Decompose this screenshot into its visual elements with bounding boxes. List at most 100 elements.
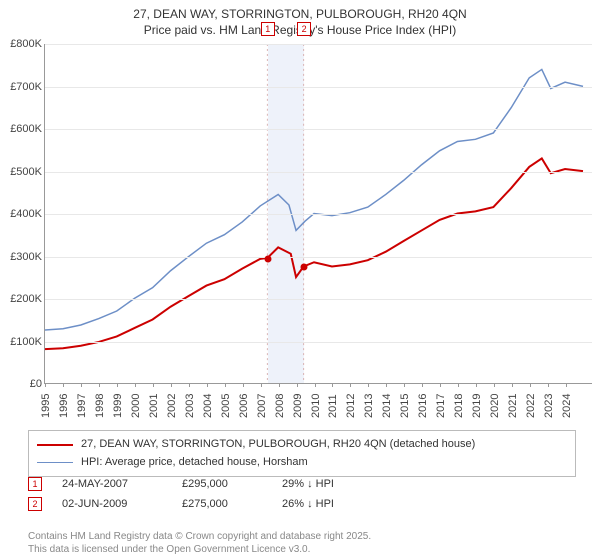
x-axis-label: 1996 bbox=[58, 394, 70, 418]
legend-item: HPI: Average price, detached house, Hors… bbox=[37, 454, 567, 472]
x-axis-label: 2010 bbox=[310, 394, 322, 418]
x-axis-label: 2008 bbox=[274, 394, 286, 418]
x-axis-label: 2019 bbox=[471, 394, 483, 418]
chart-plot-area: 12 bbox=[44, 44, 592, 384]
legend-label: HPI: Average price, detached house, Hors… bbox=[81, 454, 308, 472]
x-axis-label: 2003 bbox=[184, 394, 196, 418]
x-axis-tick bbox=[440, 383, 441, 387]
transaction-marker: 1 bbox=[28, 477, 42, 491]
gridline bbox=[45, 342, 592, 343]
x-axis-label: 2004 bbox=[202, 394, 214, 418]
x-axis-label: 2002 bbox=[166, 394, 178, 418]
x-axis-label: 2000 bbox=[130, 394, 142, 418]
gridline bbox=[45, 172, 592, 173]
y-axis-label: £700K bbox=[4, 81, 42, 93]
legend-swatch bbox=[37, 444, 73, 446]
gridline bbox=[45, 299, 592, 300]
transaction-date: 02-JUN-2009 bbox=[62, 498, 162, 510]
x-axis-label: 2014 bbox=[381, 394, 393, 418]
transaction-price: £295,000 bbox=[182, 478, 262, 490]
y-axis-label: £200K bbox=[4, 293, 42, 305]
chart-marker: 1 bbox=[261, 22, 275, 36]
transaction-price: £275,000 bbox=[182, 498, 262, 510]
legend-swatch bbox=[37, 462, 73, 463]
x-axis-label: 2001 bbox=[148, 394, 160, 418]
y-axis-label: £100K bbox=[4, 336, 42, 348]
legend-item: 27, DEAN WAY, STORRINGTON, PULBOROUGH, R… bbox=[37, 436, 567, 454]
x-axis-label: 2021 bbox=[507, 394, 519, 418]
gridline bbox=[45, 87, 592, 88]
y-axis-label: £500K bbox=[4, 166, 42, 178]
x-axis-tick bbox=[566, 383, 567, 387]
x-axis-label: 2013 bbox=[363, 394, 375, 418]
x-axis-tick bbox=[386, 383, 387, 387]
x-axis-label: 2022 bbox=[525, 394, 537, 418]
x-axis-tick bbox=[261, 383, 262, 387]
footer-line-1: Contains HM Land Registry data © Crown c… bbox=[28, 530, 371, 543]
x-axis-tick bbox=[404, 383, 405, 387]
y-axis-label: £300K bbox=[4, 251, 42, 263]
x-axis-tick bbox=[225, 383, 226, 387]
x-axis-tick bbox=[512, 383, 513, 387]
x-axis-tick bbox=[189, 383, 190, 387]
x-axis-tick bbox=[297, 383, 298, 387]
y-axis-label: £400K bbox=[4, 208, 42, 220]
x-axis-tick bbox=[135, 383, 136, 387]
x-axis-tick bbox=[548, 383, 549, 387]
y-axis-label: £0 bbox=[4, 378, 42, 390]
x-axis-label: 2017 bbox=[435, 394, 447, 418]
transaction-diff: 26% ↓ HPI bbox=[282, 498, 382, 510]
x-axis-label: 2015 bbox=[399, 394, 411, 418]
chart-marker: 2 bbox=[297, 22, 311, 36]
x-axis-label: 1999 bbox=[112, 394, 124, 418]
x-axis-tick bbox=[81, 383, 82, 387]
x-axis-tick bbox=[530, 383, 531, 387]
chart-footer: Contains HM Land Registry data © Crown c… bbox=[28, 530, 371, 556]
y-axis-label: £800K bbox=[4, 38, 42, 50]
gridline bbox=[45, 214, 592, 215]
transaction-date: 24-MAY-2007 bbox=[62, 478, 162, 490]
x-axis-label: 2011 bbox=[327, 394, 339, 418]
footer-line-2: This data is licensed under the Open Gov… bbox=[28, 543, 371, 556]
x-axis-label: 1997 bbox=[76, 394, 88, 418]
sale-point bbox=[264, 255, 271, 262]
x-axis-tick bbox=[458, 383, 459, 387]
x-axis-tick bbox=[422, 383, 423, 387]
x-axis-label: 1995 bbox=[40, 394, 52, 418]
transaction-table: 124-MAY-2007£295,00029% ↓ HPI202-JUN-200… bbox=[28, 474, 576, 514]
gridline bbox=[45, 257, 592, 258]
transaction-row: 1 24-MAY-2007 £295,000 29% ↓ HPI bbox=[28, 474, 576, 494]
x-axis-tick bbox=[368, 383, 369, 387]
y-axis-label: £600K bbox=[4, 123, 42, 135]
x-axis-tick bbox=[243, 383, 244, 387]
x-axis-tick bbox=[153, 383, 154, 387]
x-axis-tick bbox=[315, 383, 316, 387]
x-axis-tick bbox=[207, 383, 208, 387]
transaction-diff: 29% ↓ HPI bbox=[282, 478, 382, 490]
series-property bbox=[45, 158, 583, 349]
x-axis-label: 2012 bbox=[345, 394, 357, 418]
x-axis-tick bbox=[171, 383, 172, 387]
x-axis-label: 2006 bbox=[238, 394, 250, 418]
x-axis-label: 2009 bbox=[292, 394, 304, 418]
x-axis-tick bbox=[350, 383, 351, 387]
x-axis-label: 2016 bbox=[417, 394, 429, 418]
transaction-row: 202-JUN-2009£275,00026% ↓ HPI bbox=[28, 494, 576, 514]
chart-legend: 27, DEAN WAY, STORRINGTON, PULBOROUGH, R… bbox=[28, 430, 576, 477]
x-axis-label: 2005 bbox=[220, 394, 232, 418]
x-axis-tick bbox=[99, 383, 100, 387]
x-axis-tick bbox=[45, 383, 46, 387]
x-axis-tick bbox=[494, 383, 495, 387]
x-axis-label: 2007 bbox=[256, 394, 268, 418]
legend-label: 27, DEAN WAY, STORRINGTON, PULBOROUGH, R… bbox=[81, 436, 475, 454]
x-axis-tick bbox=[279, 383, 280, 387]
x-axis-label: 2020 bbox=[489, 394, 501, 418]
x-axis-label: 2024 bbox=[561, 394, 573, 418]
gridline bbox=[45, 129, 592, 130]
x-axis-label: 2023 bbox=[543, 394, 555, 418]
x-axis-label: 1998 bbox=[94, 394, 106, 418]
x-axis-tick bbox=[332, 383, 333, 387]
gridline bbox=[45, 44, 592, 45]
x-axis-label: 2018 bbox=[453, 394, 465, 418]
sale-point bbox=[301, 264, 308, 271]
